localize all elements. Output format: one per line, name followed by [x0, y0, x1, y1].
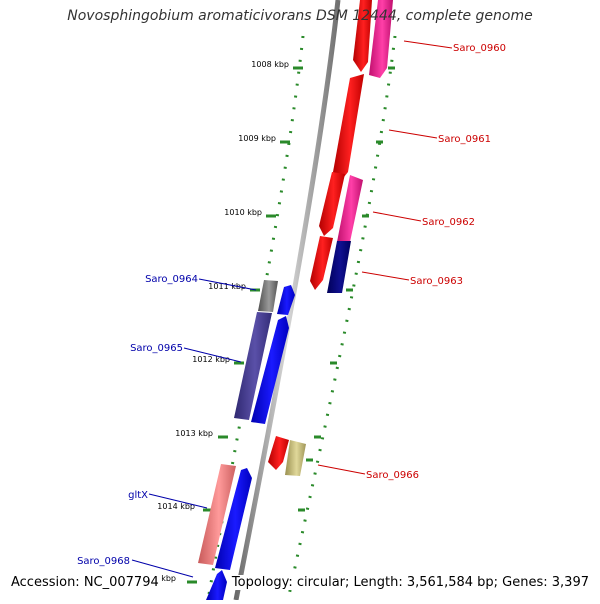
tick-label: 15 kbp [148, 574, 176, 583]
tick-label: 1011 kbp [208, 282, 246, 291]
gene-saro-0966-red-arrow[interactable] [268, 436, 289, 470]
gene-saro-0963-red-arrow[interactable] [310, 236, 333, 290]
leader-line [388, 129, 438, 139]
leader-line [131, 559, 194, 578]
gene-saro-0966-khaki-block[interactable] [285, 440, 306, 476]
genome-title: Novosphingobium aromaticivorans DSM 1244… [67, 8, 533, 24]
gene-saro-0960-pink-arrow[interactable] [369, 0, 393, 78]
leader-line [317, 464, 366, 475]
gene-saro-0962-red-arrow[interactable] [319, 172, 345, 236]
gene-gltx-salmon-block[interactable] [198, 464, 236, 565]
leader-line [183, 347, 242, 363]
tick-label: 1009 kbp [238, 134, 276, 143]
accession-label: Accession: NC_007794 [9, 575, 161, 590]
gene-label-saro-0961[interactable]: Saro_0961 [438, 134, 491, 145]
gene-saro-0962-pink-arrow[interactable] [337, 175, 363, 242]
gene-label-saro-0960[interactable]: Saro_0960 [453, 43, 506, 54]
tick-label: 1014 kbp [157, 502, 195, 511]
tick-label: 1013 kbp [175, 429, 213, 438]
gene-label-gltx[interactable]: gltX [128, 490, 148, 501]
gene-saro-0968-blue-arrow[interactable] [206, 570, 227, 600]
leader-line [148, 493, 208, 509]
leader-line [361, 271, 410, 281]
gene-label-saro-0962[interactable]: Saro_0962 [422, 217, 475, 228]
gene-saro-0965-blue-arrow[interactable] [251, 316, 289, 424]
gene-label-saro-0968[interactable]: Saro_0968 [77, 556, 130, 567]
reverse-strand-genes [198, 280, 295, 600]
gene-label-saro-0964[interactable]: Saro_0964 [145, 274, 198, 285]
gene-leader-lines [131, 40, 453, 578]
gene-label-saro-0965[interactable]: Saro_0965 [130, 343, 183, 354]
tick-label: 1008 kbp [251, 60, 289, 69]
gene-saro-0963-navy-block[interactable] [327, 241, 351, 293]
gene-labels: Saro_0960 Saro_0961 Saro_0962 Saro_0963 … [77, 43, 506, 567]
gene-saro-0964-blue-arrow[interactable] [277, 285, 295, 315]
tick-label: 1012 kbp [192, 355, 230, 364]
gene-label-saro-0966[interactable]: Saro_0966 [366, 470, 419, 481]
leader-line [403, 40, 453, 49]
tick-ruler: 1008 kbp 1009 kbp 1010 kbp 1011 kbp 1012… [148, 35, 397, 601]
ruler-dots-right [286, 35, 397, 601]
genome-backbone [233, 0, 341, 601]
gene-label-saro-0963[interactable]: Saro_0963 [410, 276, 463, 287]
leader-line [372, 211, 422, 222]
tick-label: 1010 kbp [224, 208, 262, 217]
gene-gltx-blue-arrow[interactable] [215, 468, 252, 570]
gene-saro-0960-arrow[interactable] [353, 0, 372, 72]
gene-saro-0961-arrow[interactable] [333, 74, 364, 182]
gene-saro-0964-grey-block[interactable] [258, 280, 278, 312]
gene-saro-0965-slate-block[interactable] [234, 312, 272, 420]
leader-line [198, 278, 257, 291]
genome-summary: Topology: circular; Length: 3,561,584 bp… [229, 575, 591, 590]
forward-strand-genes [268, 0, 393, 476]
